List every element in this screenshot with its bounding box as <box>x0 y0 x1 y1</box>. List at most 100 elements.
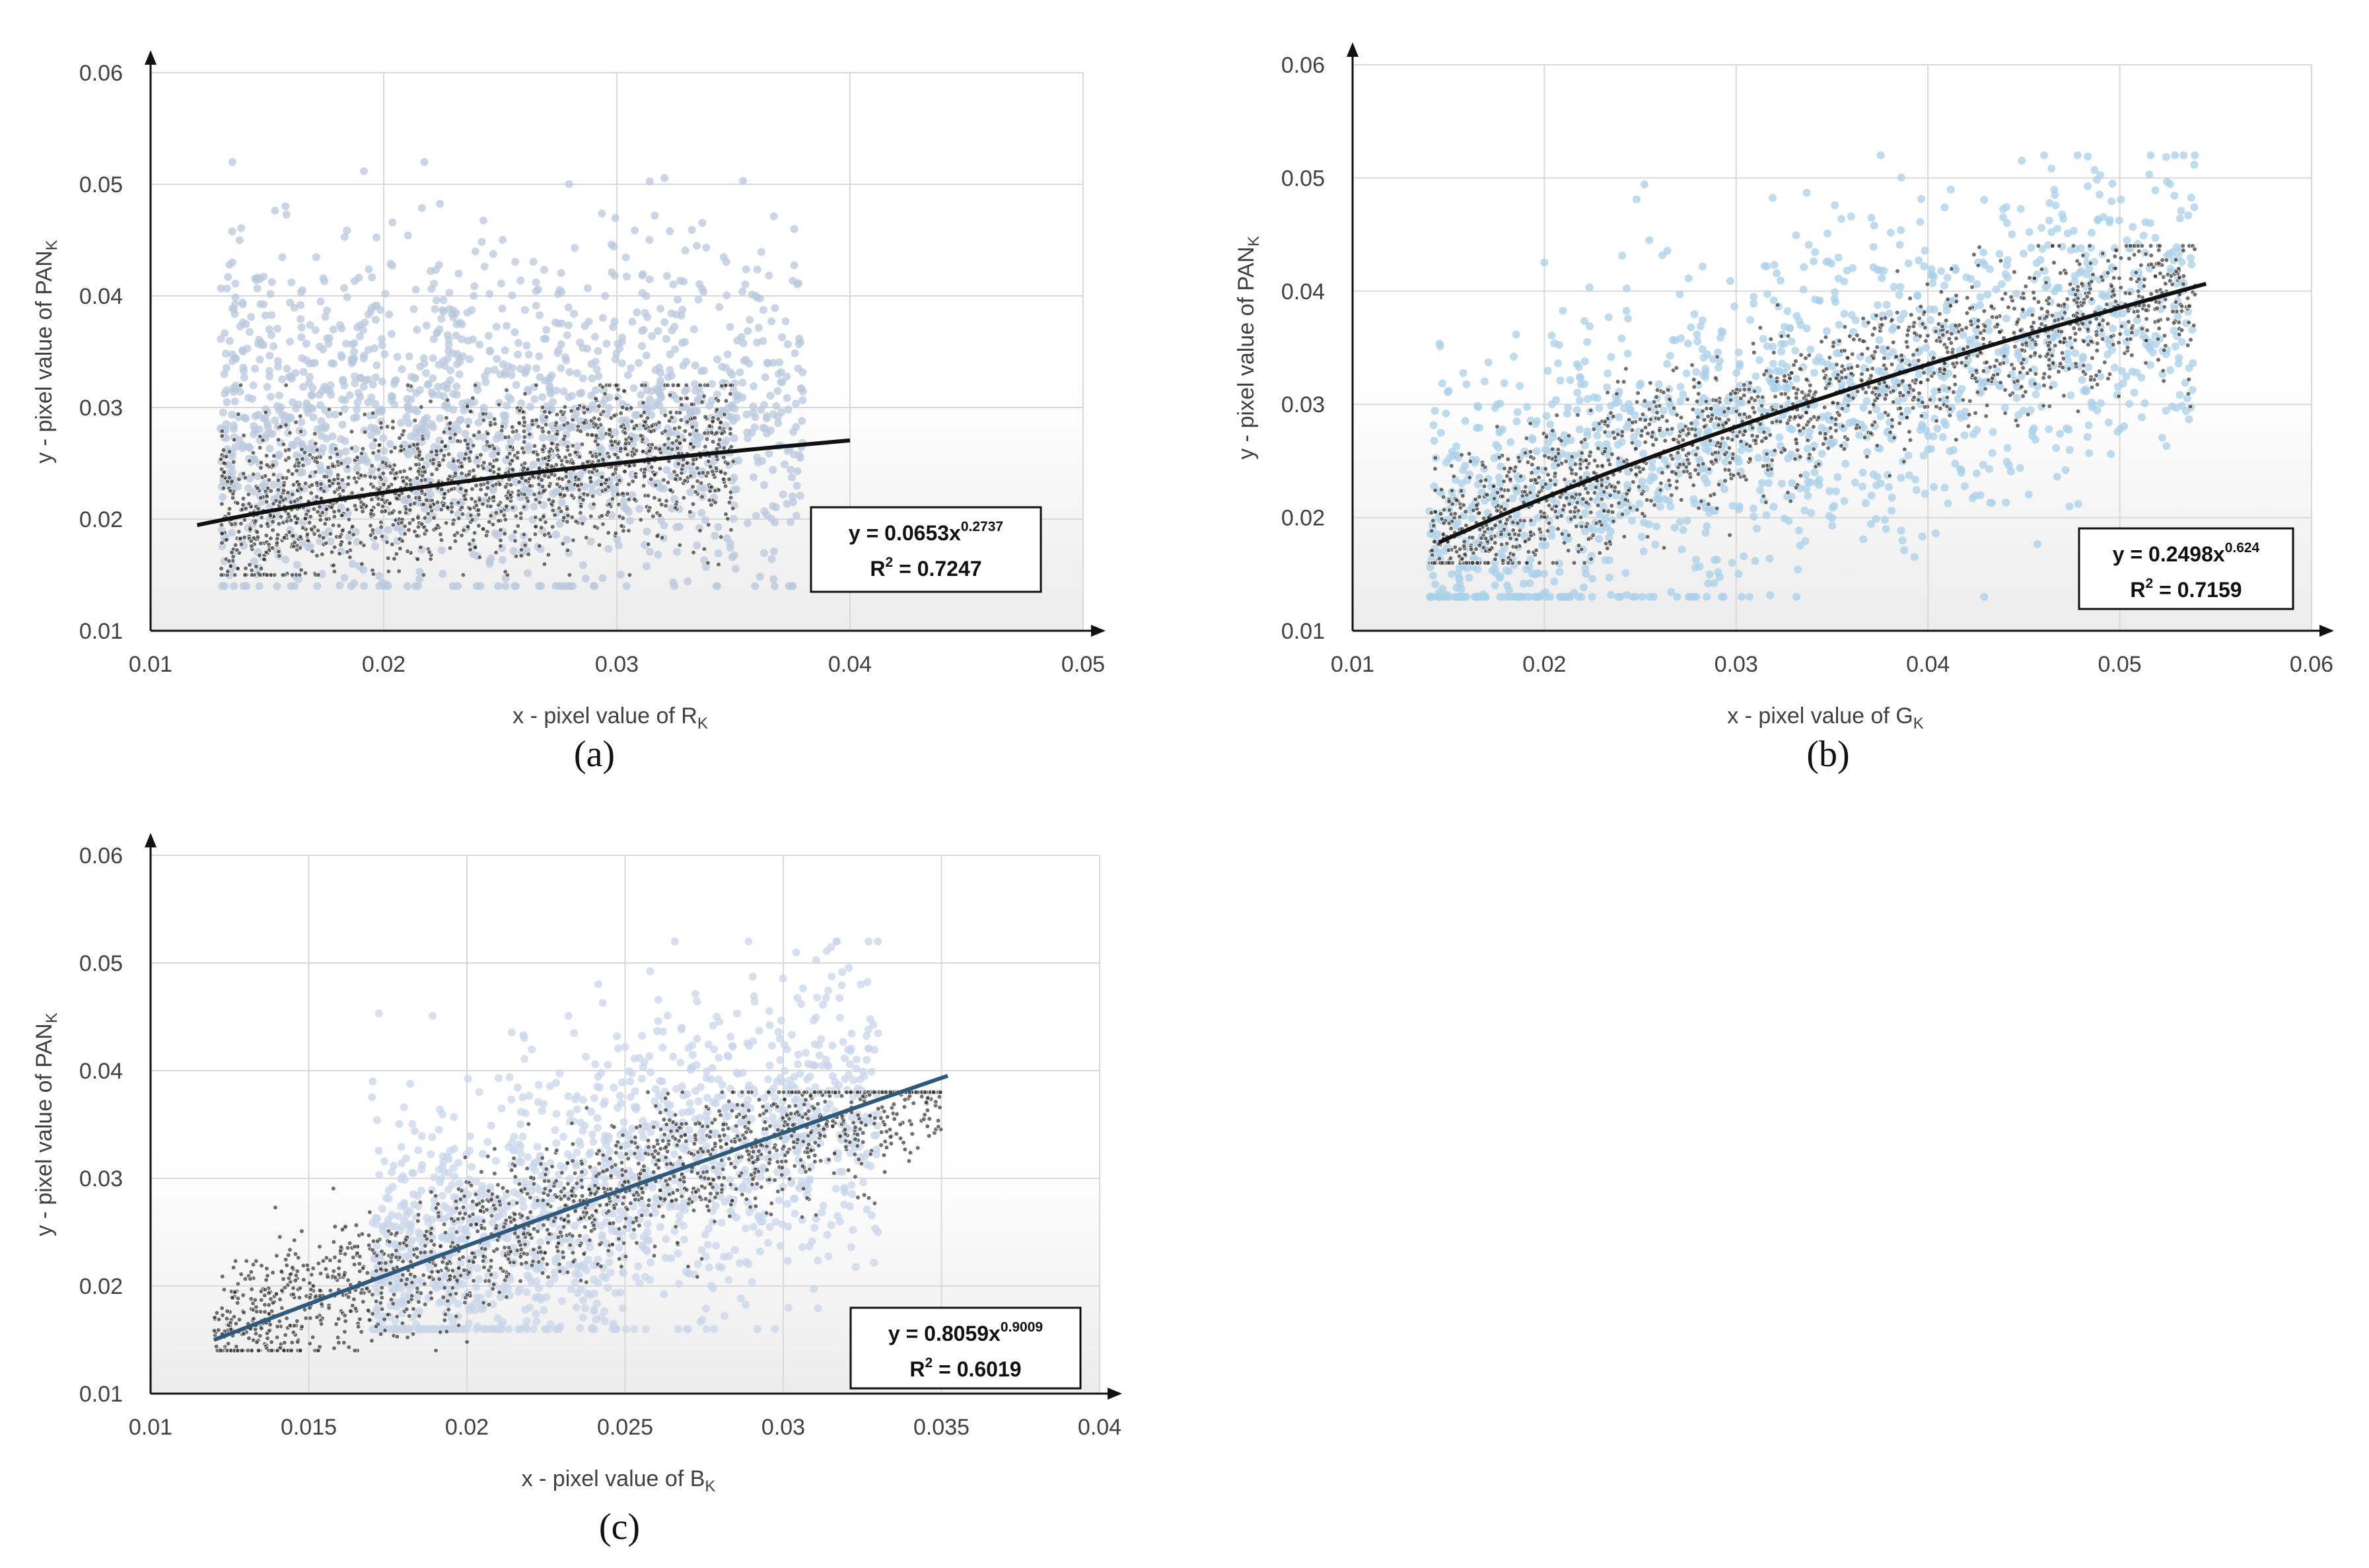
data-point <box>1910 553 1919 561</box>
data-point <box>1623 349 1632 358</box>
data-point <box>1710 579 1718 587</box>
data-point <box>498 527 503 533</box>
data-point <box>487 444 493 449</box>
data-point <box>1828 503 1837 512</box>
scatter-points <box>217 158 807 590</box>
data-point <box>1566 376 1574 384</box>
data-point <box>269 545 275 551</box>
data-point <box>550 499 556 504</box>
data-point <box>613 530 619 536</box>
data-point <box>684 577 692 586</box>
data-point <box>1546 420 1555 429</box>
data-point <box>339 377 347 385</box>
data-point <box>387 501 392 507</box>
data-point <box>1981 308 1987 314</box>
data-point <box>689 424 695 430</box>
data-point <box>305 379 313 387</box>
data-point <box>588 513 594 519</box>
data-point <box>1692 555 1700 564</box>
data-point <box>1583 338 1592 346</box>
data-point <box>726 322 734 331</box>
data-point <box>789 492 797 501</box>
data-point <box>643 419 649 425</box>
data-point <box>361 376 370 384</box>
data-point <box>1644 520 1653 528</box>
data-point <box>759 337 767 345</box>
data-point <box>1795 526 1803 535</box>
data-point <box>1913 291 1921 300</box>
data-point <box>2059 215 2068 223</box>
data-point <box>514 339 522 347</box>
data-point <box>1882 524 1890 533</box>
data-point <box>1495 424 1500 429</box>
data-point <box>217 284 225 293</box>
data-point <box>469 335 477 343</box>
data-point <box>225 337 234 345</box>
y-tick-label: 0.05 <box>79 172 123 197</box>
data-point <box>1512 417 1521 425</box>
data-point <box>774 419 783 427</box>
data-point <box>589 432 595 438</box>
data-point <box>681 387 689 396</box>
data-point <box>685 460 690 466</box>
data-point <box>1750 405 1756 411</box>
data-point <box>627 572 633 578</box>
data-point <box>2104 418 2113 427</box>
data-point <box>2066 366 2072 372</box>
data-point <box>308 490 314 496</box>
data-point <box>2115 216 2123 225</box>
data-point <box>713 355 722 364</box>
data-point <box>624 406 629 411</box>
data-point <box>521 369 530 377</box>
data-point <box>292 499 298 504</box>
data-point <box>306 520 312 526</box>
x-tick-label: 0.01 <box>129 652 172 677</box>
data-point <box>1928 279 1937 287</box>
data-point <box>676 461 681 467</box>
data-point <box>1581 564 1590 573</box>
data-point <box>345 475 351 480</box>
data-point <box>470 468 476 473</box>
data-point <box>332 544 337 550</box>
data-point <box>246 491 252 497</box>
data-point <box>378 425 384 431</box>
data-point <box>390 467 396 472</box>
data-point <box>557 364 565 373</box>
data-point <box>2020 365 2026 371</box>
data-point <box>247 562 252 567</box>
data-point <box>2136 248 2142 254</box>
data-point <box>766 392 775 400</box>
data-point <box>302 356 310 365</box>
data-point <box>642 351 651 360</box>
data-point <box>418 544 423 550</box>
data-point <box>729 515 738 523</box>
data-point <box>1692 368 1701 376</box>
data-point <box>669 280 678 289</box>
data-point <box>441 429 447 435</box>
data-point <box>1894 310 1900 316</box>
data-point <box>304 511 309 517</box>
data-point <box>516 276 525 285</box>
data-point <box>1559 306 1567 315</box>
data-point <box>538 393 547 402</box>
data-point <box>2040 151 2049 160</box>
data-point <box>689 325 698 334</box>
data-point <box>602 391 608 397</box>
data-point <box>1604 369 1612 378</box>
data-point <box>278 253 287 262</box>
data-point <box>236 476 242 482</box>
data-point <box>723 398 729 404</box>
data-point <box>1618 252 1627 260</box>
data-point <box>2125 400 2134 408</box>
data-point <box>618 334 626 342</box>
data-point <box>258 565 264 571</box>
data-point <box>2162 153 2170 161</box>
data-point <box>723 471 728 476</box>
data-point <box>474 503 479 508</box>
data-point <box>1740 552 1748 561</box>
data-point <box>699 494 705 499</box>
data-point <box>627 364 635 373</box>
data-point <box>350 339 359 347</box>
data-point <box>405 406 413 414</box>
data-point <box>332 569 337 574</box>
